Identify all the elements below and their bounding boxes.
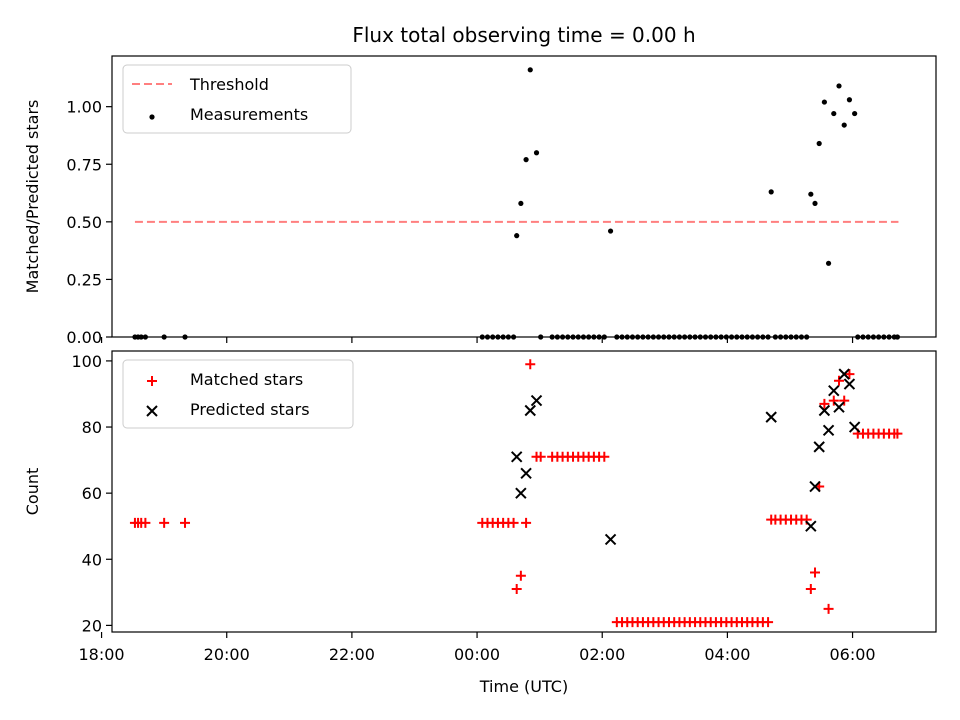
- panel-bottom: 20 40 60 80 100 18:00 20:00 22:00 00:00 02:00 04:0…: [23, 350, 937, 664]
- measurement-point: [607, 228, 614, 234]
- panels: 0.00 0.25 0.50 0.75 1.00 Matched/Predicted st…: [23, 55, 937, 664]
- x-tick-label: 04:00: [704, 645, 750, 664]
- x-axis-label: Time (UTC): [479, 677, 568, 696]
- y-tick-label: 1.00: [66, 98, 102, 117]
- predicted-star-point: [515, 487, 527, 499]
- x-tick-label: 20:00: [204, 645, 250, 664]
- y-axis-label: Count: [23, 468, 42, 516]
- y-tick-label: 80: [82, 418, 102, 437]
- measurement-point: [523, 157, 529, 163]
- matched-star-point: [511, 584, 522, 595]
- y-tick-label: 0.50: [66, 213, 102, 232]
- predicted-star-point: [828, 384, 840, 397]
- predicted-star-point: [520, 467, 532, 480]
- measurement-point: [825, 260, 832, 266]
- legend-label: Matched stars: [190, 370, 303, 389]
- matched-star-point: [159, 517, 170, 528]
- matched-star-point: [844, 369, 855, 380]
- predicted-star-point: [530, 394, 543, 407]
- matched-star-point: [819, 398, 830, 409]
- matched-star-point: [892, 428, 903, 439]
- predicted-star-point: [524, 404, 536, 417]
- matched-star-point: [833, 375, 844, 386]
- x-tick-label: 22:00: [329, 645, 375, 664]
- legend-box: [122, 359, 354, 429]
- measurement-point: [533, 150, 540, 156]
- predicted-star-point: [813, 441, 825, 453]
- matched-star-point: [521, 517, 532, 528]
- y-tick-label: 0.00: [66, 328, 102, 347]
- y-tick-label: 40: [82, 550, 102, 569]
- axes-frame: [111, 350, 937, 633]
- matched-star-point: [810, 567, 821, 578]
- predicted-star-point: [765, 411, 777, 423]
- measurement-point: [841, 122, 847, 128]
- x-tick-label: 18:00: [79, 645, 125, 664]
- predicted-star-point: [805, 520, 817, 532]
- measurement-point: [808, 191, 814, 197]
- predicted-star-point: [833, 401, 845, 413]
- y-tick-label: 0.75: [66, 155, 102, 174]
- matched-star-point: [508, 517, 519, 528]
- matched-star-point: [828, 395, 839, 406]
- measurement-point: [821, 99, 827, 105]
- matched-star-point: [763, 617, 774, 628]
- axes-frame: [111, 55, 937, 338]
- legend-label: Predicted stars: [190, 400, 310, 419]
- matched-star-point: [180, 517, 191, 528]
- panel-top: 0.00 0.25 0.50 0.75 1.00 Matched/Predicted st…: [23, 55, 937, 347]
- y-axis-label: Matched/Predicted stars: [23, 100, 42, 294]
- measurement-point: [836, 83, 842, 89]
- predicted-star-point: [843, 378, 856, 390]
- measurement-point: [852, 110, 858, 117]
- measurement-point: [768, 189, 774, 195]
- predicted-star-point: [510, 451, 523, 463]
- measurement-point: [514, 233, 520, 239]
- predicted-star-point: [822, 424, 835, 437]
- x-tick-label: 02:00: [579, 645, 625, 664]
- measurement-point: [518, 200, 524, 207]
- matched-star-point: [535, 451, 546, 462]
- predicted-star-point: [818, 404, 831, 417]
- legend-label: Measurements: [190, 105, 308, 124]
- y-tick-label: 100: [71, 352, 102, 371]
- matched-star-point: [805, 584, 816, 595]
- matched-star-point: [599, 451, 610, 462]
- legend-box: [122, 64, 352, 134]
- y-tick-label: 20: [82, 616, 102, 635]
- matched-star-point: [140, 517, 151, 528]
- matched-star-point: [823, 603, 834, 614]
- measurement-point: [846, 97, 853, 103]
- predicted-star-point: [848, 421, 861, 433]
- measurement-point: [816, 140, 822, 147]
- matched-star-point: [525, 359, 536, 370]
- predicted-star-point: [838, 368, 850, 380]
- y-tick-label: 0.25: [66, 270, 102, 289]
- legend-matched-handle: [147, 376, 157, 386]
- legend-predicted-handle: [146, 405, 158, 417]
- x-tick-label: 06:00: [830, 645, 876, 664]
- x-tick-label: 00:00: [454, 645, 500, 664]
- matched-star-point: [515, 570, 526, 581]
- measurement-point: [527, 67, 533, 73]
- predicted-star-point: [604, 533, 617, 546]
- predicted-star-point: [809, 480, 821, 493]
- measurement-point: [812, 200, 818, 207]
- y-tick-label: 60: [82, 484, 102, 503]
- measurement-point: [831, 110, 837, 117]
- matched-star-point: [839, 395, 850, 406]
- legend-label: Threshold: [189, 75, 269, 94]
- legend-measurements-handle: [149, 114, 155, 120]
- chart-title: Flux total observing time = 0.00 h: [352, 23, 695, 47]
